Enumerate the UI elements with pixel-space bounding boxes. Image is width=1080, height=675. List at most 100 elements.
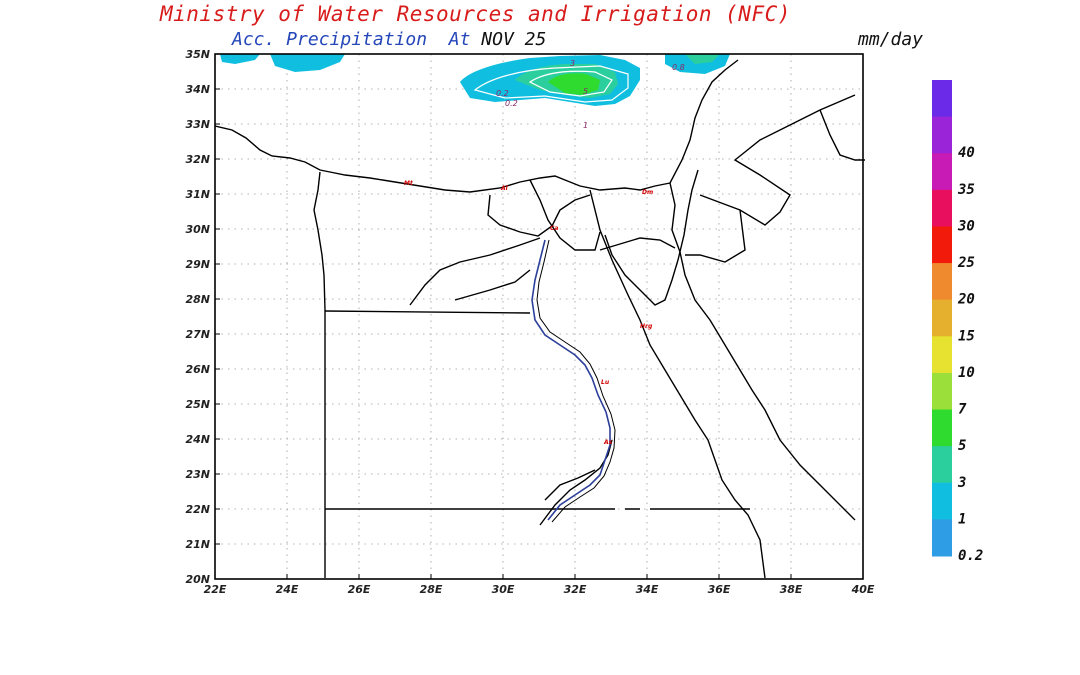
legend-label: 7 [958,402,967,418]
legend-swatch [932,519,952,557]
legend-swatch [932,116,952,154]
legend-label: 20 [957,292,975,308]
city-label: Ca [550,225,558,232]
precip-area-topmid [270,54,345,72]
contour-label: 3 [570,59,575,68]
delta-inner [529,179,601,251]
lat-tick-label: 26N [185,363,210,376]
precip-contour-line-2 [528,70,613,97]
borders [214,59,865,579]
saudi-inland [685,209,746,263]
legend-label: 40 [958,145,975,161]
legend-swatch [932,372,952,411]
city-label: As [603,439,613,446]
subtitle-label: Acc. Precipitation [232,29,428,50]
lat-tick-label: 32N [185,153,210,166]
contour-label: 5 [583,87,588,96]
city-label: Hrg [640,323,653,330]
units-label: mm/day [858,29,924,50]
legend-label: 30 [957,218,975,234]
city-label: Al [500,185,509,192]
contour-label: 0.2 [496,89,509,98]
lat-tick-label: 24N [185,433,210,446]
lat-tick-label: 31N [185,188,210,201]
lon-tick-label: 28E [420,583,443,596]
lat-tick-label: 30N [185,223,210,236]
legend-label: 25 [957,255,975,271]
map-frame [214,53,864,580]
legend-label: 0.2 [958,548,983,564]
fayoum-line [454,269,531,301]
nile-main [531,239,611,521]
latitude-27-boundary [324,310,531,314]
map-subtitle: Acc. Precipitation At NOV 25 [232,29,546,50]
lake-nasser-region [539,439,613,526]
precip-area-topleft [220,54,260,64]
contour-label: 1 [583,121,588,130]
lat-tick-label: 33N [185,118,210,131]
lat-tick-label: 25N [185,398,210,411]
legend-swatch [932,482,952,520]
lon-tick-label: 38E [780,583,803,596]
nile-main-edge [536,239,616,523]
map-title: Ministry of Water Resources and Irrigati… [160,2,791,26]
legend-swatch [932,263,952,301]
mediterranean-coast-libya [214,125,671,193]
legend-swatch [932,153,952,191]
legend-label: 5 [958,438,966,454]
subtitle-date: NOV 25 [481,29,547,50]
red-sea-west-coast [589,189,766,579]
lat-tick-label: 22N [185,503,210,516]
lat-tick-label: 21N [185,538,210,551]
lat-tick-label: 23N [185,468,210,481]
red-sea-land-east [599,237,676,251]
city-label: Lu [601,379,610,386]
lon-tick-label: 30E [492,583,515,596]
contour-label: 0.2 [505,99,518,108]
nile-delta-outline [487,194,591,237]
sinai-gulf-suez [604,169,699,306]
contour-label: 0.8 [672,63,685,72]
map-grid [214,53,864,580]
legend-label: 3 [957,475,966,491]
iraq-saudi-border [819,109,865,161]
precip-contour-line [473,65,629,103]
lat-tick-label: 35N [185,48,210,61]
legend-label: 10 [958,365,975,381]
legend-swatch [932,189,952,227]
subtitle-at: At [448,29,471,50]
latitude-labels: 20N 21N 22N 23N 24N 25N 26N 27N 28N 29N 30N 31N 32N 3… [185,48,220,586]
lat-tick-label: 27N [185,328,210,341]
lat-tick-label: 20N [185,573,210,586]
legend-swatch [932,80,952,118]
israel-jordan-coast [669,59,739,184]
lon-tick-label: 32E [564,583,587,596]
legend-label: 15 [958,328,975,344]
longitude-labels: 22E 24E 26E 28E 30E 32E 34E 36E 38E 40E [204,574,875,596]
lon-tick-label: 36E [708,583,731,596]
city-label: Dm [642,189,653,196]
lon-tick-label: 40E [851,583,875,596]
precip-area-topright-inner [685,54,720,64]
lat-tick-label: 29N [185,258,210,271]
red-sea-east-coast [669,182,856,521]
western-region [409,237,541,306]
lon-tick-label: 34E [636,583,659,596]
lon-tick-label: 22E [204,583,227,596]
precip-area-core [548,73,600,95]
libya-inland-coast [313,171,326,311]
contour-labels: 0.2 0.2 3 5 1 0.8 [496,59,685,130]
lake-nasser-west [544,469,596,501]
legend-label: 1 [958,511,966,527]
lat-tick-label: 34N [185,83,210,96]
lon-tick-label: 26E [348,583,371,596]
legend-label: 35 [957,182,975,198]
legend-swatch [932,446,952,484]
city-label: Mt [404,180,414,187]
legend-swatch [932,299,952,337]
legend-swatch [932,226,952,264]
lat-tick-label: 28N [185,293,210,306]
legend-swatch [932,336,952,374]
